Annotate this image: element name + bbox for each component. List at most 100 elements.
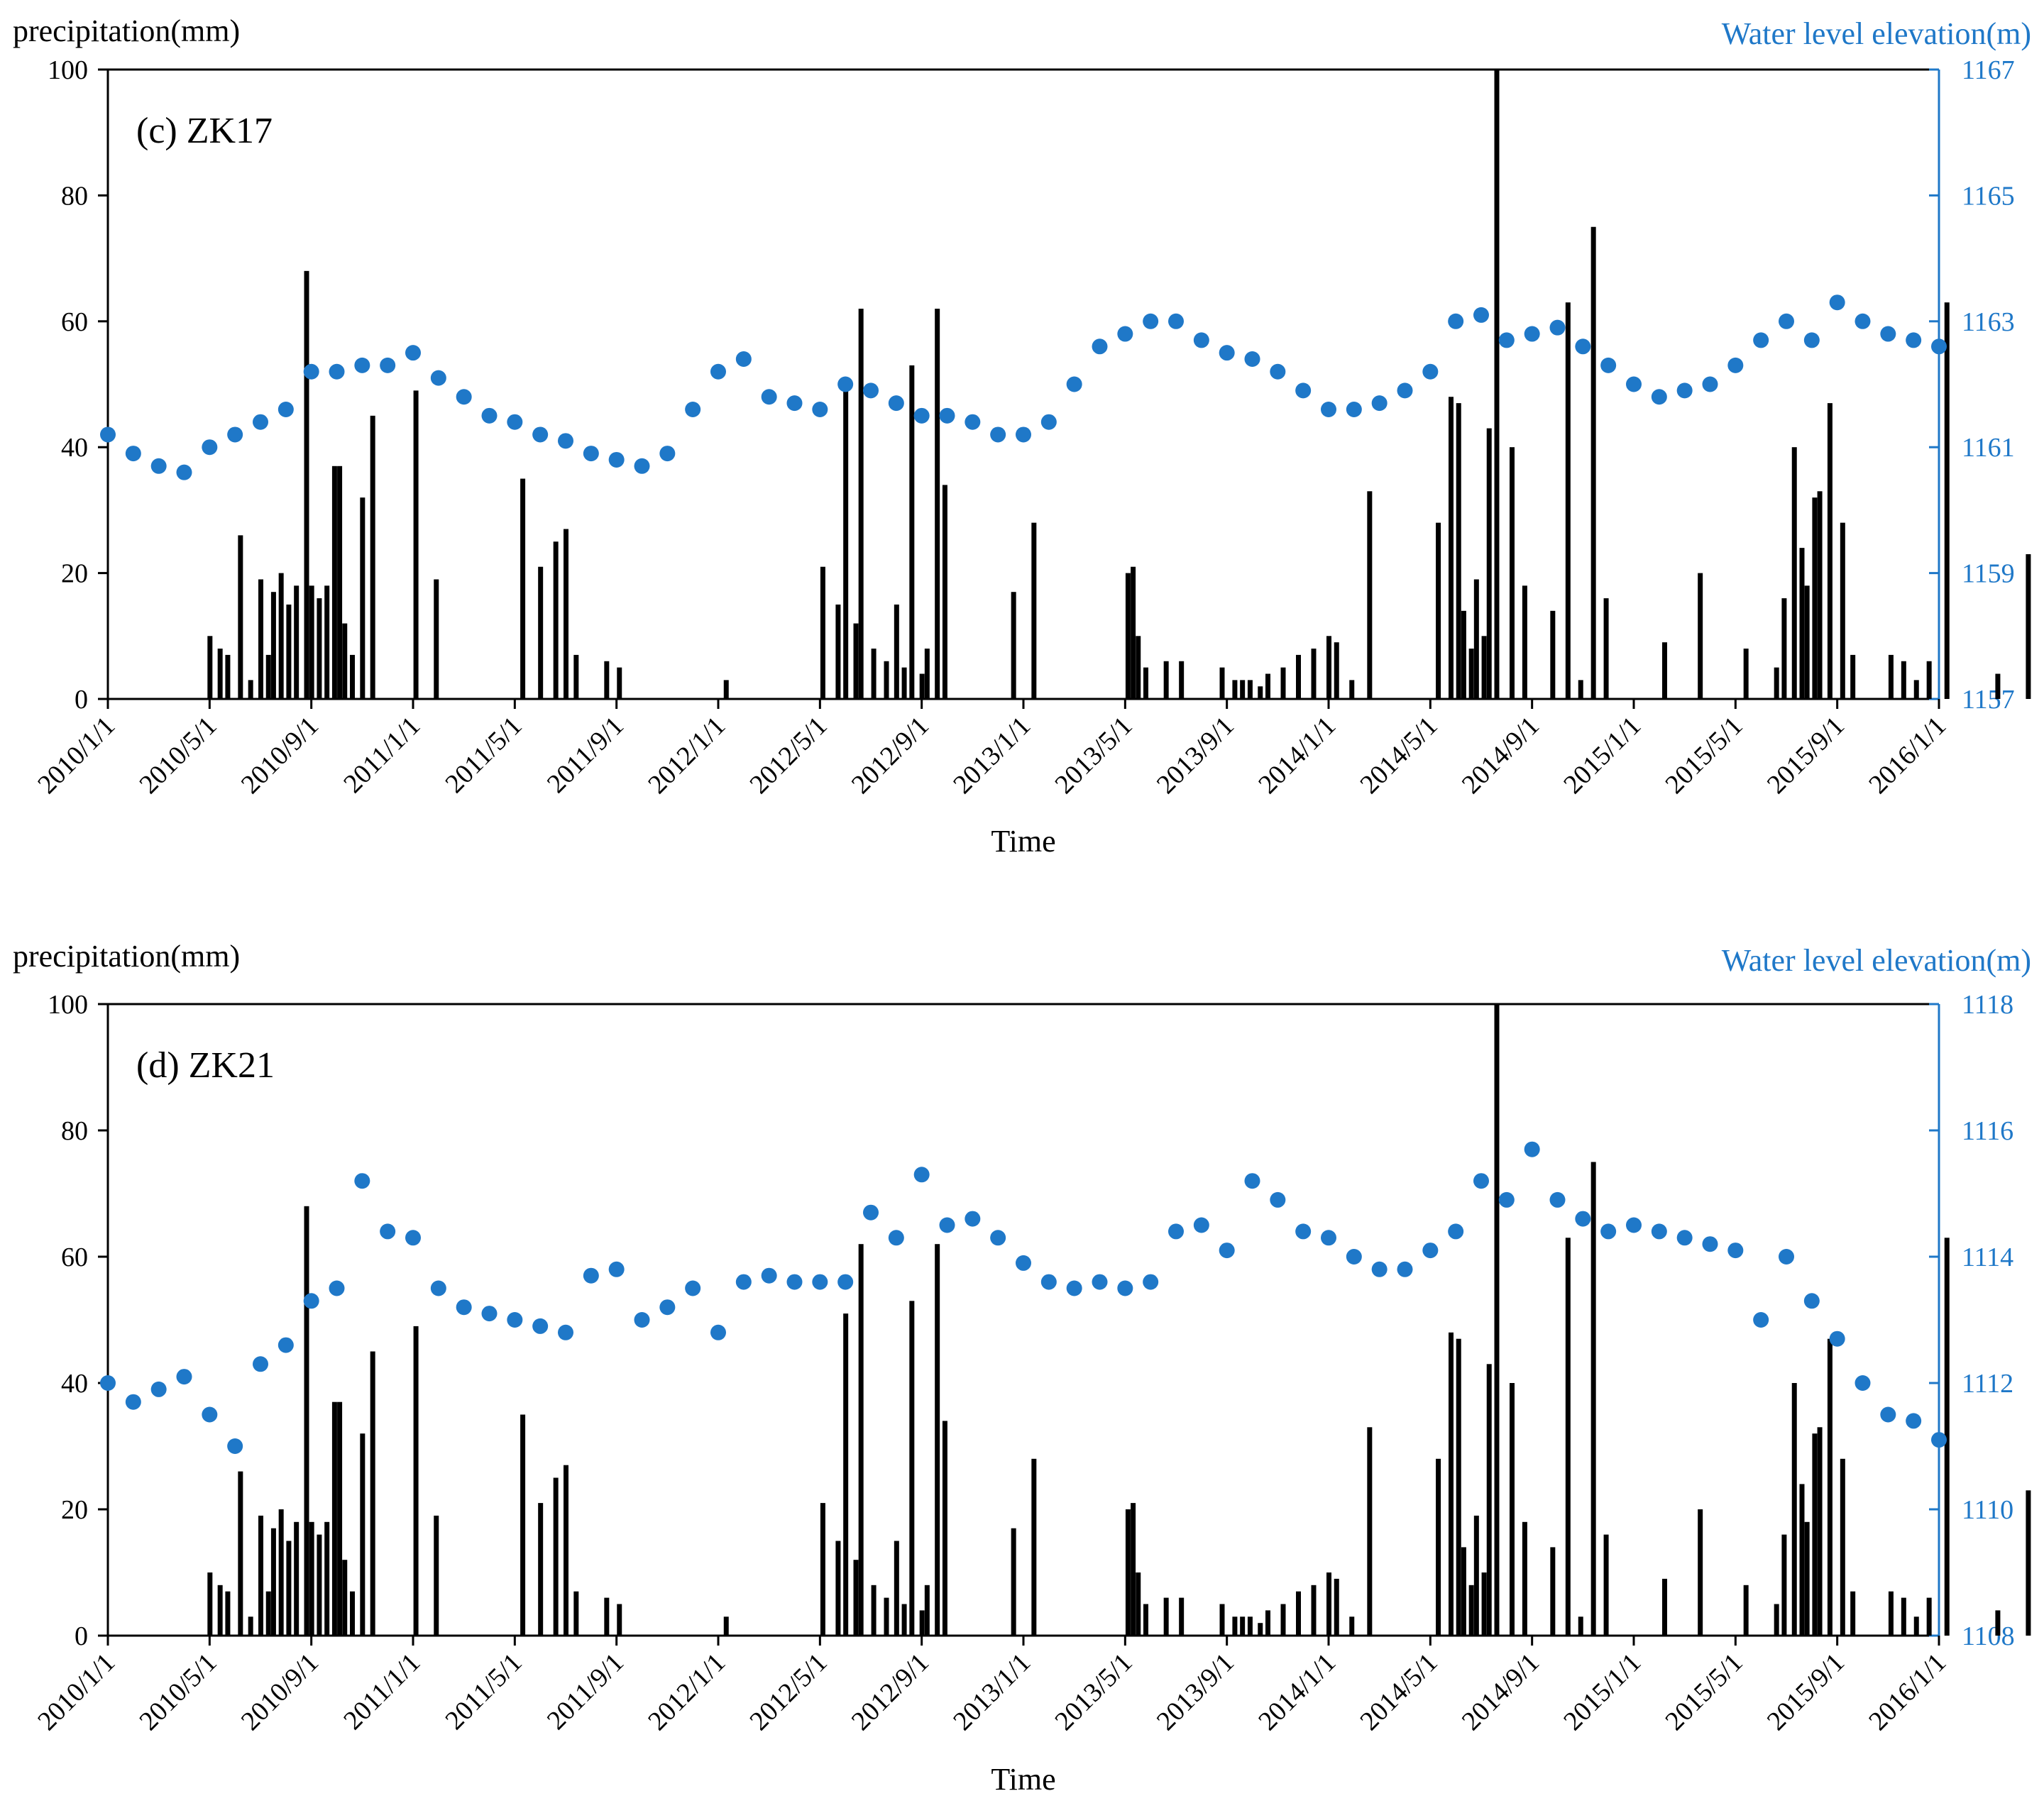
precipitation-bar: [331, 1401, 337, 1636]
water-level-point: [1397, 1261, 1413, 1277]
y-right-tick-label: 1167: [1962, 55, 2015, 85]
precipitation-bar: [520, 478, 526, 699]
water-level-point: [1371, 1261, 1388, 1277]
precipitation-bar: [370, 415, 375, 699]
precipitation-bar: [304, 1206, 309, 1636]
water-level-point: [1549, 1191, 1566, 1208]
precipitation-bar: [1011, 592, 1016, 699]
precipitation-bar: [1461, 610, 1466, 699]
water-level-point: [634, 458, 650, 474]
precipitation-bar: [1804, 585, 1810, 699]
precipitation-bar: [238, 1471, 243, 1636]
water-level-point: [1829, 294, 1845, 311]
precipitation-bar: [1522, 585, 1527, 699]
precipitation-bar: [901, 1604, 907, 1636]
water-level-point: [1524, 1141, 1540, 1157]
precipitation-bar: [1265, 1610, 1270, 1636]
water-level-point: [965, 1211, 981, 1227]
precipitation-bar: [1031, 522, 1037, 699]
precipitation-bar: [278, 573, 284, 699]
precipitation-bar: [835, 604, 841, 699]
water-level-point: [786, 395, 803, 412]
precipitation-bar: [935, 1244, 940, 1636]
precipitation-bar: [538, 566, 544, 699]
water-level-point: [1753, 332, 1769, 348]
precipitation-bar: [1349, 680, 1355, 699]
water-level-point: [430, 1280, 446, 1296]
precipitation-bar: [617, 1604, 622, 1636]
precipitation-bar: [1662, 642, 1667, 699]
water-level-point: [710, 363, 726, 380]
precipitation-bar: [278, 1509, 284, 1636]
precipitation-bar: [1662, 1578, 1667, 1636]
water-level-point: [456, 1299, 472, 1316]
precipitation-bar: [248, 680, 253, 699]
panel-label: (c) ZK17: [136, 111, 273, 151]
y-right-tick-label: 1114: [1962, 1243, 2013, 1272]
precipitation-bar: [1247, 1616, 1253, 1636]
precipitation-bar: [1827, 403, 1833, 699]
water-level-point: [430, 370, 446, 386]
precipitation-bar: [265, 654, 271, 699]
water-level-point: [1651, 1223, 1667, 1240]
precipitation-bar: [1550, 610, 1556, 699]
water-level-point: [1397, 382, 1413, 399]
x-axis-title: Time: [991, 824, 1055, 859]
water-level-point: [1066, 1280, 1082, 1296]
water-level-point: [1092, 1274, 1108, 1290]
precipitation-bar: [573, 1591, 579, 1636]
water-level-point: [1779, 313, 1794, 329]
precipitation-bar: [1334, 1578, 1339, 1636]
precipitation-bar: [1456, 1338, 1461, 1636]
water-level-point: [1321, 401, 1336, 417]
precipitation-bar: [1926, 661, 1932, 699]
water-level-point: [1346, 401, 1362, 417]
water-level-point: [1702, 1236, 1718, 1252]
y-right-tick-label: 1157: [1962, 685, 2015, 715]
precipitation-bar: [901, 667, 907, 699]
precipitation-bar: [225, 654, 231, 699]
precipitation-bar: [820, 566, 825, 699]
y-right-tick-label: 1110: [1962, 1495, 2013, 1525]
y-right-tick-label: 1161: [1962, 433, 2015, 463]
water-level-point: [685, 401, 701, 417]
water-level-point: [735, 351, 752, 368]
water-level-point: [507, 414, 523, 430]
water-level-point: [659, 446, 676, 462]
water-level-point: [405, 345, 421, 361]
precipitation-bar: [1367, 1427, 1373, 1636]
water-level-point: [634, 1312, 650, 1328]
precipitation-bar: [1799, 548, 1805, 699]
precipitation-bar: [853, 1560, 859, 1636]
water-level-point: [1549, 319, 1566, 336]
water-level-point: [176, 464, 192, 480]
water-level-point: [456, 389, 472, 405]
precipitation-bar: [342, 623, 348, 699]
water-level-point: [583, 1267, 599, 1284]
water-level-point: [761, 1267, 777, 1284]
precipitation-bar: [258, 579, 263, 699]
precipitation-bar: [1280, 1604, 1286, 1636]
precipitation-bar: [1565, 302, 1571, 699]
precipitation-bar: [434, 1515, 439, 1636]
panel-label: (d) ZK21: [136, 1045, 275, 1086]
water-level-point: [1473, 1173, 1489, 1189]
water-level-point: [990, 1230, 1006, 1246]
water-level-point: [125, 446, 141, 462]
water-level-point: [1906, 332, 1922, 348]
precipitation-bar: [1791, 1383, 1797, 1636]
precipitation-bar: [1473, 579, 1479, 699]
precipitation-bar: [1791, 447, 1797, 699]
precipitation-bar: [835, 1541, 841, 1636]
water-level-point: [786, 1274, 803, 1290]
precipitation-bar: [1590, 1162, 1596, 1636]
y-left-tick-label: 40: [61, 433, 88, 463]
precipitation-bar: [723, 1616, 729, 1636]
y-left-tick-label: 20: [61, 559, 88, 589]
precipitation-bar: [1812, 497, 1818, 699]
water-level-point: [278, 401, 294, 417]
water-level-point: [1219, 345, 1235, 361]
water-level-point: [100, 426, 116, 443]
precipitation-bar: [884, 1597, 889, 1636]
precipitation-bar: [1125, 573, 1131, 699]
